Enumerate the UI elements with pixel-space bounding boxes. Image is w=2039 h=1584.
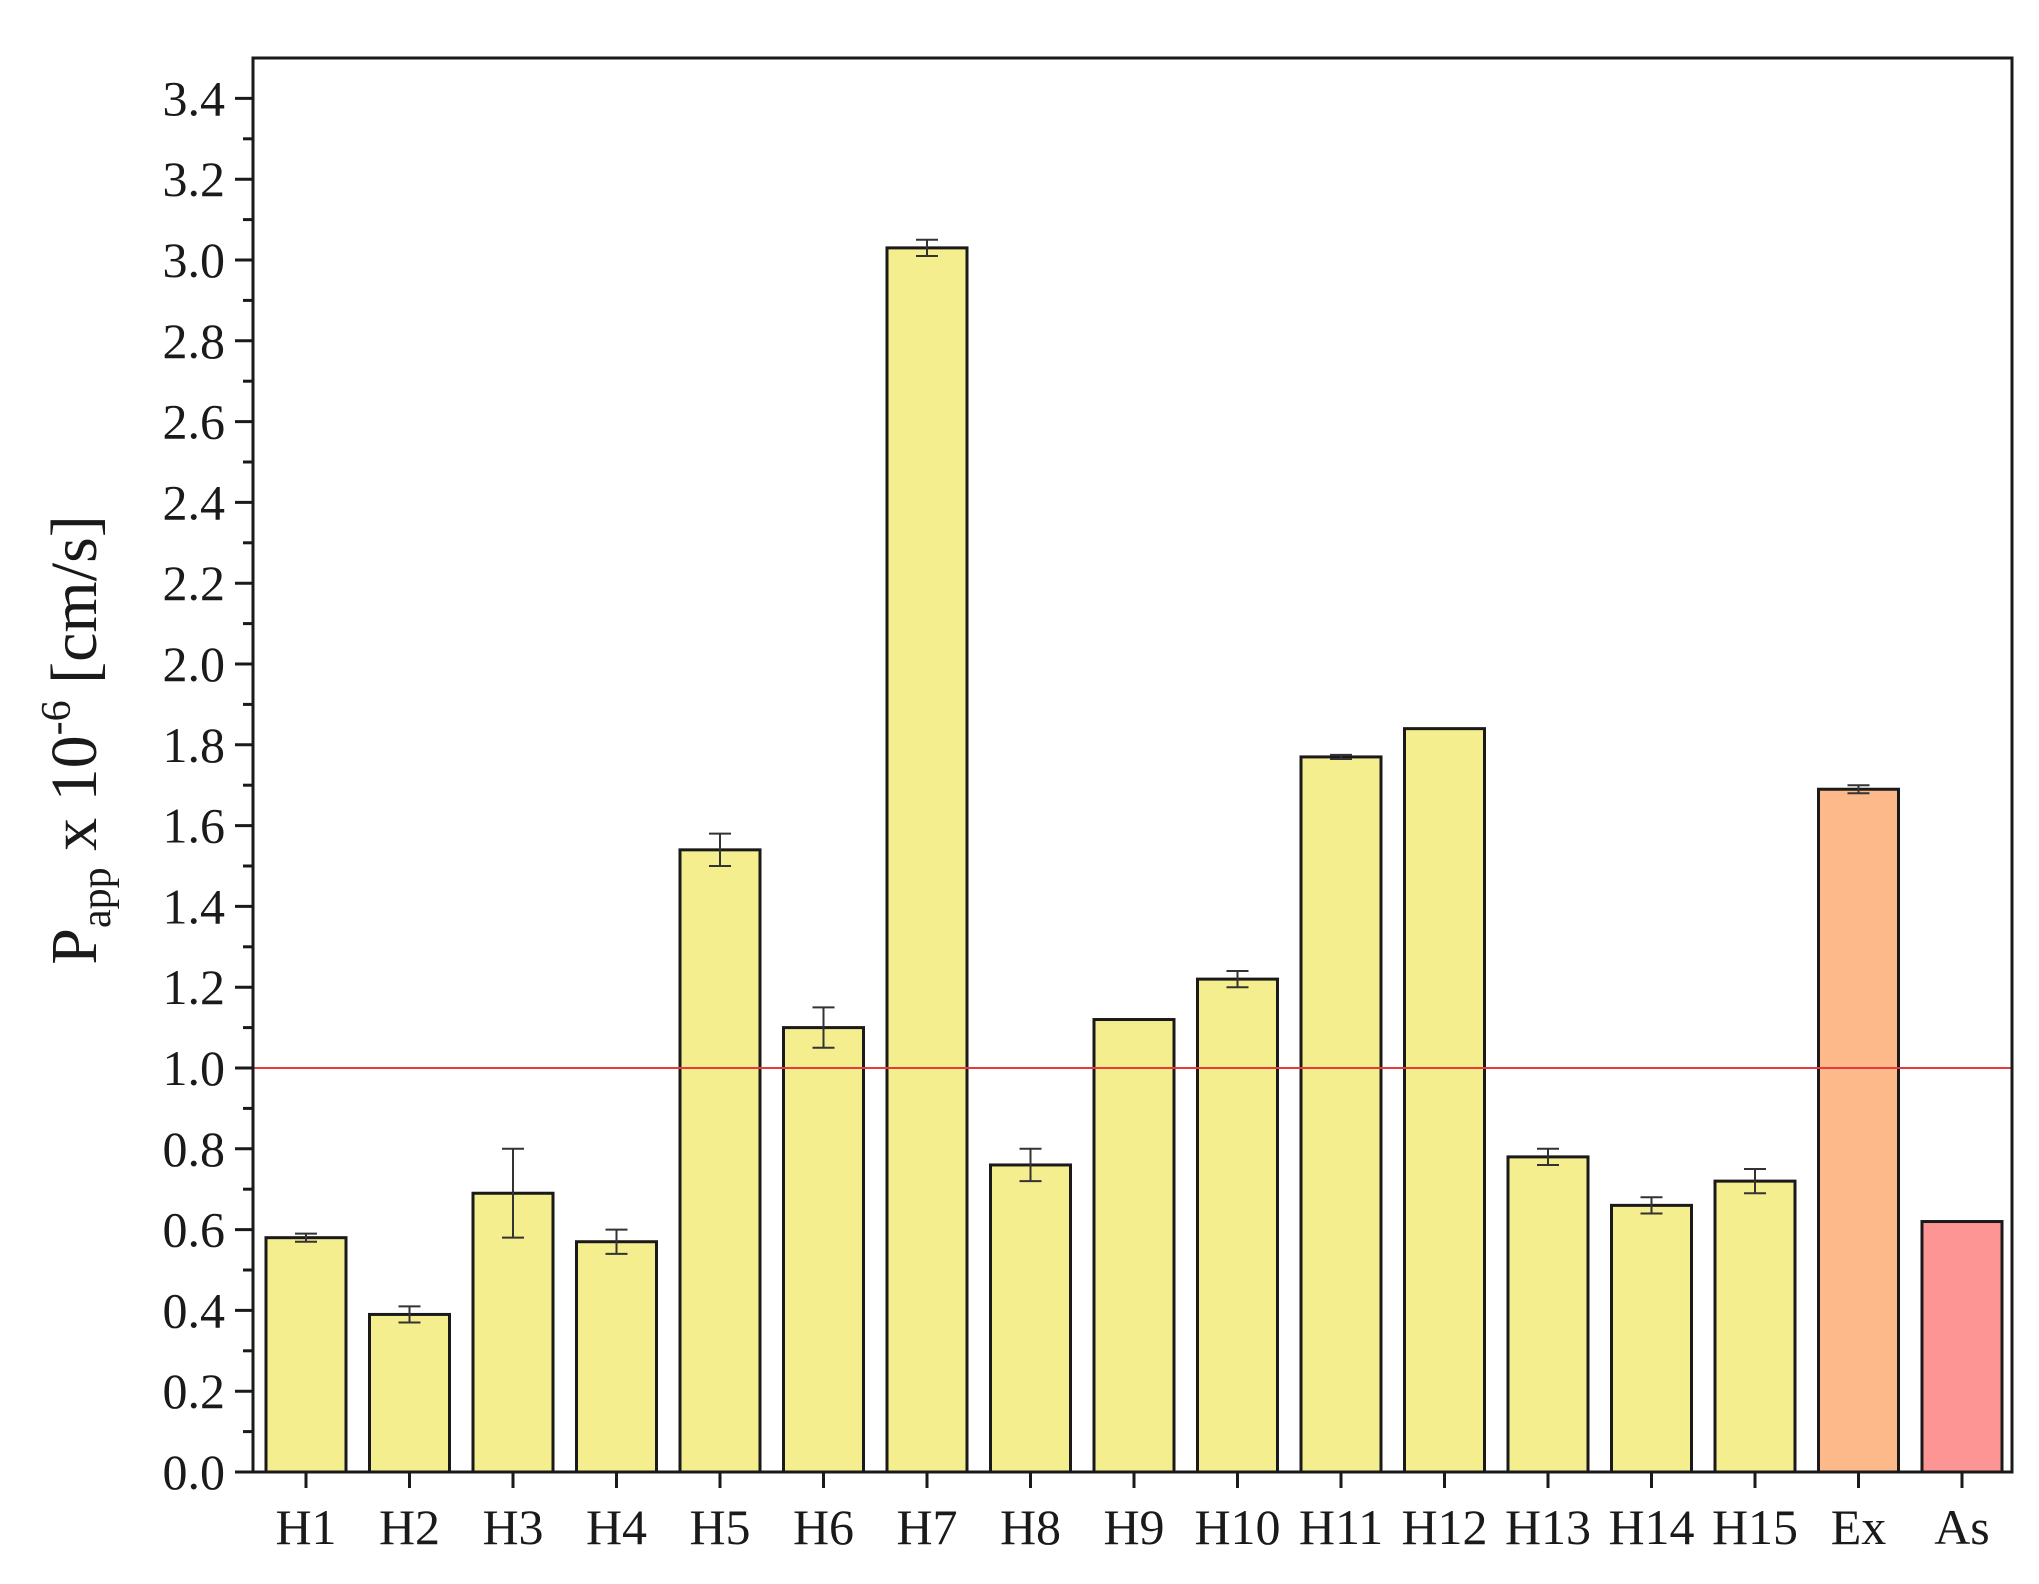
bar-h10 — [1196, 977, 1279, 1474]
y-tick-label-2.8: 2.8 — [163, 313, 226, 369]
x-tick-label-ex: Ex — [1831, 1499, 1887, 1555]
bar-h11 — [1299, 755, 1383, 1474]
error-bar-h1 — [295, 1232, 317, 1243]
x-tick-label-h14: H14 — [1608, 1499, 1694, 1555]
x-tick-label-h5: H5 — [689, 1499, 750, 1555]
x-tick-label-h2: H2 — [379, 1499, 440, 1555]
y-tick-label-3.2: 3.2 — [163, 151, 226, 207]
error-bar-h7 — [916, 238, 938, 257]
y-tick-label-1.2: 1.2 — [163, 959, 226, 1015]
y-axis-label-unit: [cm/s] — [38, 515, 111, 700]
x-tick-label-h15: H15 — [1712, 1499, 1798, 1555]
y-axis-label: Papp x 10-6 [cm/s] — [34, 515, 120, 964]
y-tick-label-1.0: 1.0 — [163, 1040, 226, 1096]
x-tick-label-h13: H13 — [1505, 1499, 1591, 1555]
bar-h6 — [782, 1026, 865, 1474]
bar-ex — [1817, 787, 1900, 1474]
errorbars-layer — [295, 238, 1870, 1324]
x-tick-label-h12: H12 — [1401, 1499, 1487, 1555]
x-tick-label-h10: H10 — [1194, 1499, 1280, 1555]
y-ticks-layer: 0.0 0.2 0.4 0.6 0.8 1.0 1.2 1.4 1.6 1.8 2.0 2.2 2.4 2… — [163, 70, 253, 1500]
error-bar-h4 — [605, 1228, 628, 1255]
bar-h7 — [885, 246, 969, 1474]
error-bar-h10 — [1226, 970, 1249, 989]
bars-layer — [264, 246, 2004, 1474]
bar-as — [1920, 1220, 2004, 1474]
bar-h14 — [1610, 1203, 1693, 1474]
y-tick-label-0.6: 0.6 — [163, 1202, 226, 1258]
bar-h12 — [1403, 727, 1486, 1474]
x-tick-label-h4: H4 — [586, 1499, 647, 1555]
x-tick-label-h11: H11 — [1299, 1499, 1383, 1555]
y-axis-label-main: P — [38, 928, 111, 965]
y-tick-label-0.4: 0.4 — [163, 1282, 226, 1338]
y-tick-label-1.4: 1.4 — [163, 878, 226, 934]
y-tick-label-2.0: 2.0 — [163, 636, 226, 692]
y-tick-label-2.4: 2.4 — [163, 474, 226, 530]
bar-h5 — [678, 848, 762, 1474]
y-tick-label-3.0: 3.0 — [163, 232, 226, 288]
x-tick-label-h7: H7 — [896, 1499, 957, 1555]
bar-h8 — [989, 1163, 1072, 1474]
error-bar-h2 — [398, 1305, 421, 1324]
error-bar-h6 — [812, 1006, 835, 1049]
bar-h2 — [368, 1312, 451, 1474]
bar-h1 — [264, 1236, 348, 1474]
y-tick-label-1.8: 1.8 — [163, 717, 226, 773]
x-tick-label-as: As — [1934, 1499, 1990, 1555]
error-bar-ex — [1847, 784, 1870, 795]
x-tick-label-h9: H9 — [1103, 1499, 1164, 1555]
error-bar-h3 — [502, 1147, 524, 1239]
bar-h13 — [1506, 1155, 1590, 1474]
y-tick-label-3.4: 3.4 — [163, 70, 226, 126]
error-bar-h11 — [1330, 753, 1352, 760]
error-bar-h15 — [1744, 1168, 1766, 1195]
y-tick-label-2.2: 2.2 — [163, 555, 226, 611]
y-axis-label-superscript: -6 — [34, 700, 80, 735]
error-bar-h13 — [1537, 1147, 1559, 1166]
x-tick-label-h1: H1 — [275, 1499, 336, 1555]
y-tick-label-0.2: 0.2 — [163, 1363, 226, 1419]
x-tick-label-h6: H6 — [793, 1499, 854, 1555]
y-tick-label-0.8: 0.8 — [163, 1121, 226, 1177]
bar-h9 — [1092, 1018, 1176, 1474]
y-tick-label-0.0: 0.0 — [163, 1444, 226, 1500]
y-tick-label-1.6: 1.6 — [163, 798, 226, 854]
x-tick-label-h3: H3 — [482, 1499, 543, 1555]
error-bar-h14 — [1640, 1196, 1663, 1215]
bar-h4 — [575, 1240, 658, 1474]
x-ticks-layer: H1 H2 H3 H4 H5 H6 H7 H8 H9 H10 H11 H12 H13 H14 H15 Ex As — [275, 1472, 1990, 1555]
x-tick-label-h8: H8 — [1000, 1499, 1061, 1555]
y-tick-label-2.6: 2.6 — [163, 394, 226, 450]
y-axis-label-subscript: app — [74, 867, 120, 928]
y-axis-label-middle: x 10 — [38, 735, 111, 867]
error-bar-h5 — [709, 832, 731, 867]
error-bar-h8 — [1019, 1147, 1042, 1183]
bar-h3 — [471, 1191, 555, 1474]
bar-h15 — [1713, 1179, 1797, 1474]
